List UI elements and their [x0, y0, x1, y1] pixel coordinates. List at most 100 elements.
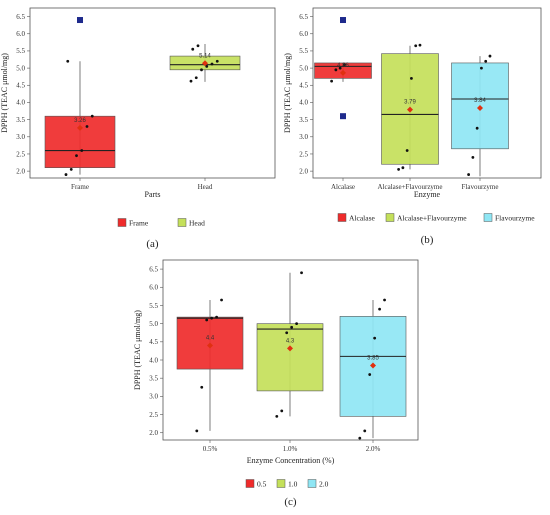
chart-panel-3: 2.0 2.5 3.0 3.5 4.0 4.5 5.0 5.5 6.0 6.5 DPPH (TEAC…: [133, 259, 419, 508]
y-tick-label: 6.0: [149, 284, 158, 292]
data-point: [215, 315, 219, 319]
iqr-box: [256, 323, 324, 392]
data-point: [363, 429, 367, 433]
box-flavourzyme: 3.84: [451, 54, 509, 177]
mean-marker: [202, 60, 208, 67]
y-tick-label: 6.5: [299, 13, 308, 21]
box-2-0: 3.85: [339, 298, 407, 440]
box-frame: 3.26: [44, 17, 116, 176]
mean-label: 4.3: [286, 338, 295, 344]
box-alcalase: 4.86: [314, 17, 372, 120]
legend-swatch: [245, 479, 255, 488]
x-tick-label: Flavourzyme: [462, 183, 499, 191]
data-point: [397, 168, 400, 171]
data-point: [195, 429, 199, 433]
y-tick-label: 2.0: [299, 167, 308, 175]
data-point: [69, 168, 73, 171]
y-tick-label: 3.0: [149, 393, 158, 401]
box-0-5: 4.4: [176, 298, 244, 433]
data-point: [467, 173, 470, 176]
legend-swatch: [117, 218, 127, 227]
data-point: [66, 59, 70, 63]
data-point: [383, 298, 386, 302]
data-point: [484, 59, 488, 63]
y-tick-label: 6.5: [16, 13, 25, 21]
data-point: [414, 44, 418, 48]
y-tick-label: 4.0: [149, 356, 158, 364]
box-1-0: 4.3: [256, 271, 324, 418]
data-point: [64, 173, 68, 176]
mean-marker: [287, 345, 293, 352]
data-point: [205, 318, 209, 322]
data-point: [338, 66, 342, 70]
mean-marker: [477, 104, 483, 111]
y-tick-label: 3.5: [16, 116, 25, 124]
y-tick-label: 4.0: [299, 99, 308, 107]
data-point: [200, 385, 204, 389]
legend: Alcalase Alcalase+Flavourzyme Flavourzyme: [337, 213, 535, 223]
y-tick-label: 4.5: [149, 338, 158, 346]
data-point: [189, 79, 193, 83]
x-tick-label: 0.5%: [203, 445, 218, 453]
data-point: [210, 62, 214, 66]
data-point: [334, 68, 338, 72]
data-point: [295, 322, 298, 326]
data-point: [90, 114, 94, 118]
panel-label: (b): [421, 234, 434, 246]
box-alcalase-flavourzyme: 3.79: [381, 43, 439, 171]
outlier-point: [340, 17, 346, 24]
x-tick-label: Alcalase+Flavourzyme: [378, 183, 443, 191]
x-tick-label: Head: [198, 183, 213, 191]
data-point: [373, 336, 377, 340]
y-tick-label: 5.5: [149, 302, 158, 310]
y-tick-label: 5.5: [16, 47, 25, 55]
legend-swatch: [276, 479, 286, 488]
y-tick-label: 3.5: [299, 116, 308, 124]
mean-label: 4.4: [206, 335, 215, 341]
data-point: [75, 154, 78, 158]
data-point: [220, 298, 223, 302]
data-point: [300, 271, 303, 275]
legend-label: 0.5: [257, 480, 267, 489]
data-point: [488, 54, 492, 58]
data-point: [480, 66, 483, 70]
y-tick-label: 5.5: [299, 47, 308, 55]
data-point: [280, 409, 284, 413]
legend-swatch: [385, 213, 395, 222]
data-point: [368, 373, 372, 376]
chart-panel-1: 2.0 2.5 3.0 3.5 4.0 4.5 5.0 5.5 6.0 6.5 DPPH (TEAC…: [0, 7, 276, 250]
y-tick-label: 4.5: [299, 82, 308, 90]
mean-marker: [207, 342, 213, 349]
legend-label: Flavourzyme: [495, 214, 535, 223]
data-point: [285, 331, 289, 335]
legend: 0.5 1.0 2.0: [245, 479, 329, 489]
y-axis-title: DPPH (TEAC μmol/mg): [0, 53, 9, 133]
legend-label: Alcalase: [349, 214, 375, 223]
mean-label: 3.84: [474, 98, 486, 104]
y-axis-title: DPPH (TEAC μmol/mg): [283, 53, 292, 133]
y-tick-label: 3.5: [149, 374, 158, 382]
chart-panel-2: 2.0 2.5 3.0 3.5 4.0 4.5 5.0 5.5 6.0 6.5 DPPH (TEAC…: [283, 7, 542, 246]
x-axis-title: Parts: [145, 190, 161, 199]
data-point: [194, 76, 198, 80]
data-point: [475, 126, 479, 130]
data-point: [405, 149, 409, 152]
legend-label: Alcalase+Flavourzyme: [397, 214, 467, 223]
x-tick-label: Alcalase: [331, 183, 355, 191]
legend-label: 1.0: [288, 480, 298, 489]
y-tick-label: 4.5: [16, 82, 25, 90]
outlier-point: [340, 113, 346, 120]
y-tick-label: 2.5: [149, 411, 158, 419]
data-point: [410, 77, 413, 80]
data-point: [275, 414, 279, 418]
legend-swatch: [337, 213, 347, 222]
x-tick-label: 2.0%: [366, 445, 381, 453]
data-point: [80, 149, 84, 152]
data-point: [205, 64, 209, 68]
legend-swatch: [177, 218, 187, 227]
panel-label: (c): [284, 496, 297, 508]
mean-label: 3.26: [74, 118, 86, 124]
x-tick-label: Frame: [71, 183, 89, 191]
x-tick-label: 1.0%: [283, 445, 298, 453]
